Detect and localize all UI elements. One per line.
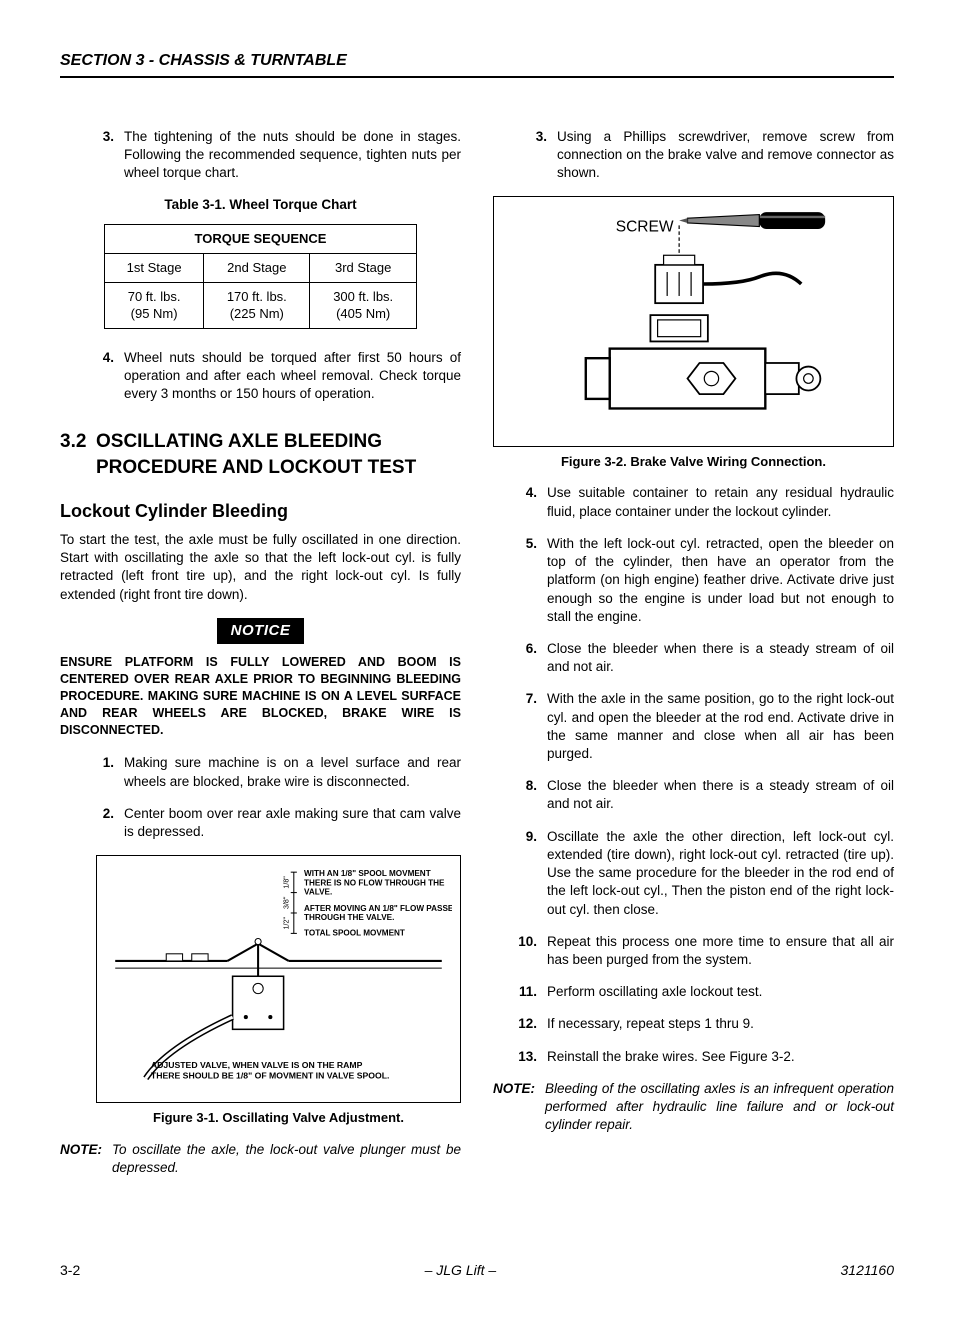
item-text: The tightening of the nuts should be don… — [124, 128, 461, 183]
svg-text:THERE SHOULD BE 1/8" OF MOVMEN: THERE SHOULD BE 1/8" OF MOVMENT IN VALVE… — [151, 1071, 390, 1081]
svg-text:WITH AN 1/8" SPOOL MOVMENT: WITH AN 1/8" SPOOL MOVMENT — [304, 870, 431, 879]
footer-brand: – JLG Lift – — [425, 1261, 497, 1280]
svg-text:VALVE.: VALVE. — [304, 888, 332, 897]
item-number: 3. — [529, 128, 557, 183]
note-label: NOTE: — [493, 1080, 545, 1135]
list-item: 5.With the left lock-out cyl. retracted,… — [515, 535, 894, 626]
heading-text: OSCILLATING AXLE BLEEDING PROCEDURE AND … — [96, 429, 461, 480]
page-footer: 3-2 – JLG Lift – 3121160 — [60, 1261, 894, 1280]
table-cell: 1st Stage — [105, 254, 204, 283]
brake-valve-diagram: SCREW — [502, 205, 885, 432]
list-item: 11.Perform oscillating axle lockout test… — [515, 983, 894, 1001]
note: NOTE: To oscillate the axle, the lock-ou… — [60, 1141, 461, 1177]
table-cell: 300 ft. lbs.(405 Nm) — [310, 282, 416, 328]
list-item: 3. The tightening of the nuts should be … — [96, 128, 461, 183]
figure-1-box: 1/8" 3/8" 1/2" WITH AN 1/8" SPOOL MOVMEN… — [96, 855, 461, 1103]
doc-number: 3121160 — [841, 1261, 894, 1280]
list-item: 2. Center boom over rear axle making sur… — [96, 805, 461, 841]
table-cell: 2nd Stage — [204, 254, 310, 283]
table-title: TORQUE SEQUENCE — [105, 225, 417, 254]
svg-text:ADJUSTED VALVE, WHEN VALVE IS: ADJUSTED VALVE, WHEN VALVE IS ON THE RAM… — [151, 1060, 363, 1070]
list-item: 4.Use suitable container to retain any r… — [515, 484, 894, 520]
notice-banner: NOTICE — [60, 618, 461, 644]
figure-1-caption: Figure 3-1. Oscillating Valve Adjustment… — [96, 1109, 461, 1127]
left-column: 3. The tightening of the nuts should be … — [60, 128, 461, 1191]
svg-text:SCREW: SCREW — [616, 219, 674, 236]
list-item: 7.With the axle in the same position, go… — [515, 690, 894, 763]
figure-2-box: SCREW — [493, 196, 894, 447]
note-label: NOTE: — [60, 1141, 112, 1177]
list-item: 13.Reinstall the brake wires. See Figure… — [515, 1048, 894, 1066]
item-number: 3. — [96, 128, 124, 183]
table-cell: 70 ft. lbs.(95 Nm) — [105, 282, 204, 328]
note: NOTE: Bleeding of the oscillating axles … — [493, 1080, 894, 1135]
section-header: SECTION 3 - CHASSIS & TURNTABLE — [60, 50, 894, 78]
torque-table: TORQUE SEQUENCE 1st Stage 2nd Stage 3rd … — [104, 224, 417, 328]
item-number: 4. — [96, 349, 124, 404]
item-number: 1. — [96, 754, 124, 790]
table-cell: 3rd Stage — [310, 254, 416, 283]
section-heading: 3.2 OSCILLATING AXLE BLEEDING PROCEDURE … — [60, 429, 461, 480]
svg-text:3/8": 3/8" — [283, 896, 291, 909]
item-text: Wheel nuts should be torqued after first… — [124, 349, 461, 404]
two-column-layout: 3. The tightening of the nuts should be … — [60, 128, 894, 1191]
svg-text:THERE IS NO FLOW THROUGH THE: THERE IS NO FLOW THROUGH THE — [304, 879, 445, 888]
svg-text:1/8": 1/8" — [283, 876, 291, 889]
list-item: 6.Close the bleeder when there is a stea… — [515, 640, 894, 676]
table-cell: 170 ft. lbs.(225 Nm) — [204, 282, 310, 328]
paragraph: To start the test, the axle must be full… — [60, 531, 461, 604]
list-item: 12.If necessary, repeat steps 1 thru 9. — [515, 1015, 894, 1033]
subheading: Lockout Cylinder Bleeding — [60, 499, 461, 523]
item-number: 2. — [96, 805, 124, 841]
list-item: 10.Repeat this process one more time to … — [515, 933, 894, 969]
list-item: 9.Oscillate the axle the other direction… — [515, 828, 894, 919]
svg-text:TOTAL SPOOL MOVMENT: TOTAL SPOOL MOVMENT — [304, 929, 405, 938]
svg-text:THROUGH THE VALVE.: THROUGH THE VALVE. — [304, 913, 394, 922]
list-item: 3. Using a Phillips screwdriver, remove … — [529, 128, 894, 183]
item-text: Using a Phillips screwdriver, remove scr… — [557, 128, 894, 183]
item-text: Center boom over rear axle making sure t… — [124, 805, 461, 841]
notice-label: NOTICE — [217, 618, 305, 644]
heading-number: 3.2 — [60, 429, 96, 480]
right-column: 3. Using a Phillips screwdriver, remove … — [493, 128, 894, 1191]
page-number: 3-2 — [60, 1261, 80, 1280]
list-item: 4. Wheel nuts should be torqued after fi… — [96, 349, 461, 404]
note-text: To oscillate the axle, the lock-out valv… — [112, 1141, 461, 1177]
item-text: Making sure machine is on a level surfac… — [124, 754, 461, 790]
figure-2-caption: Figure 3-2. Brake Valve Wiring Connectio… — [493, 453, 894, 471]
list-item: 1. Making sure machine is on a level sur… — [96, 754, 461, 790]
list-item: 8.Close the bleeder when there is a stea… — [515, 777, 894, 813]
oscillating-valve-diagram: 1/8" 3/8" 1/2" WITH AN 1/8" SPOOL MOVMEN… — [105, 864, 452, 1089]
svg-text:1/2": 1/2" — [283, 917, 291, 930]
table-caption: Table 3-1. Wheel Torque Chart — [60, 196, 461, 214]
note-text: Bleeding of the oscillating axles is an … — [545, 1080, 894, 1135]
warning-text: ENSURE PLATFORM IS FULLY LOWERED AND BOO… — [60, 654, 461, 738]
svg-text:AFTER MOVING AN 1/8" FLOW PASS: AFTER MOVING AN 1/8" FLOW PASSES — [304, 904, 452, 913]
